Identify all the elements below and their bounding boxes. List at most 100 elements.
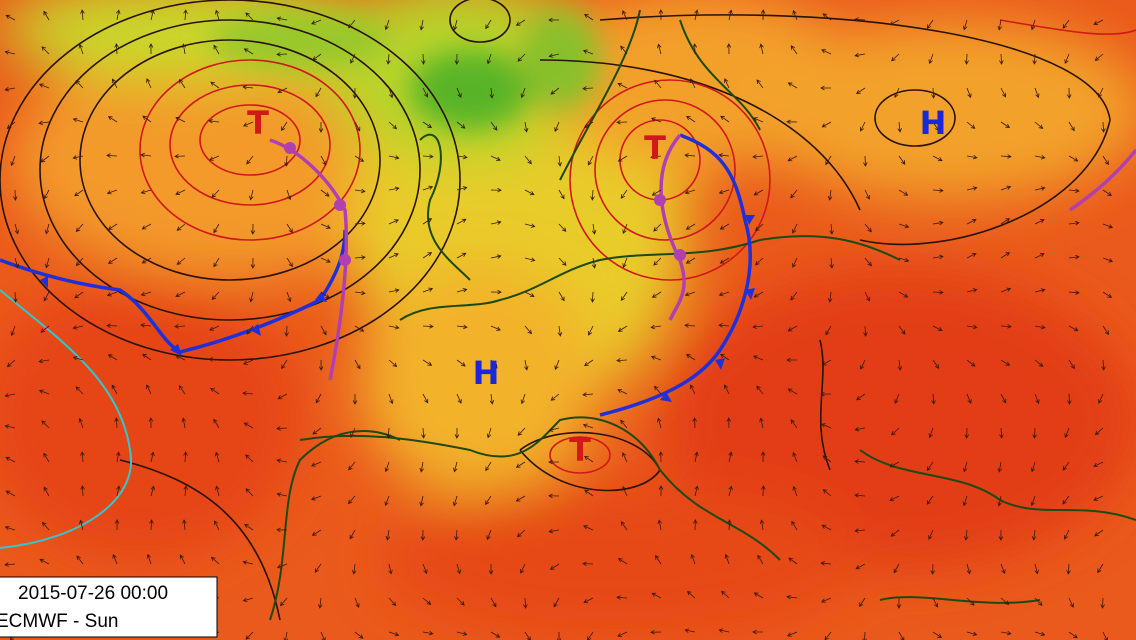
wind-arrow	[622, 452, 628, 463]
wind-arrow	[453, 19, 458, 31]
wind-arrow	[825, 155, 832, 166]
wind-arrow	[284, 155, 289, 167]
wind-arrow	[718, 323, 730, 328]
wind-arrow	[1068, 290, 1080, 295]
wind-arrow	[1064, 529, 1070, 540]
wind-arrow	[558, 189, 565, 200]
wind-arrow	[1064, 53, 1070, 65]
wind-arrow	[38, 83, 50, 89]
wind-arrow	[149, 519, 154, 531]
wind-arrow	[456, 218, 467, 225]
wind-arrow	[524, 359, 529, 371]
wind-arrow	[312, 53, 322, 61]
wind-arrow	[213, 418, 220, 429]
wind-arrow	[1030, 461, 1036, 473]
wind-arrow	[148, 417, 154, 429]
wind-arrow	[242, 597, 254, 603]
wind-arrow	[214, 451, 220, 463]
wind-arrow	[587, 325, 594, 336]
wind-arrow	[727, 519, 732, 531]
wind-arrow	[315, 87, 322, 98]
wind-arrow	[786, 594, 798, 600]
wind-arrow	[582, 561, 594, 567]
wind-arrow	[146, 78, 152, 89]
wind-arrow	[820, 85, 832, 91]
wind-arrow	[210, 81, 220, 89]
wind-arrow	[931, 393, 936, 405]
wind-arrow	[419, 19, 424, 31]
wind-arrow	[4, 50, 16, 55]
wind-arrow	[456, 121, 466, 129]
wind-arrow	[354, 631, 364, 639]
wind-arrow	[1102, 189, 1113, 197]
wind-arrow	[106, 189, 118, 195]
wind-arrow	[1068, 121, 1075, 132]
wind-arrow	[276, 458, 288, 463]
wind-arrow	[718, 291, 730, 297]
wind-arrow	[966, 252, 977, 259]
wind-arrow	[14, 257, 20, 269]
wind-arrow	[388, 325, 400, 330]
wind-arrow	[489, 393, 495, 405]
wind-arrow	[1031, 529, 1037, 541]
wind-arrow	[41, 420, 50, 429]
wind-arrow	[10, 325, 16, 337]
wind-arrow	[516, 529, 526, 538]
wind-arrow	[726, 417, 732, 429]
wind-arrow	[422, 359, 433, 366]
wind-arrow	[183, 9, 188, 21]
wind-arrow	[658, 9, 664, 21]
wind-arrow	[38, 358, 50, 364]
wind-arrow	[385, 529, 391, 541]
wind-arrow	[788, 557, 798, 565]
wind-arrow	[654, 385, 662, 395]
wind-arrow	[928, 53, 934, 65]
wind-arrow	[4, 86, 16, 92]
wind-arrow	[107, 116, 118, 123]
wind-arrow	[718, 189, 730, 195]
wind-arrow	[456, 154, 468, 160]
wind-arrow	[76, 555, 84, 565]
wind-arrow	[684, 189, 696, 195]
wind-arrow	[456, 186, 468, 191]
low-pressure-label: T	[247, 104, 269, 142]
wind-arrow	[213, 223, 220, 234]
wind-arrow	[72, 325, 84, 330]
wind-arrow	[1000, 393, 1007, 404]
wind-arrow	[384, 461, 390, 473]
wind-arrow	[757, 554, 764, 565]
wind-arrow	[692, 43, 698, 55]
wind-arrow	[999, 53, 1004, 65]
high-pressure-label: H	[473, 354, 500, 392]
wind-arrow	[932, 220, 944, 226]
wind-arrow	[894, 87, 900, 98]
wind-arrow	[590, 189, 595, 201]
wind-arrow	[587, 155, 594, 166]
wind-arrow	[315, 393, 322, 404]
wind-arrow	[685, 223, 696, 230]
wind-arrow	[966, 288, 978, 293]
wind-arrow	[854, 528, 866, 533]
wind-arrow	[893, 563, 900, 574]
wind-arrow	[1034, 155, 1046, 160]
wind-arrow	[422, 185, 434, 191]
wind-arrow	[1102, 155, 1109, 166]
wind-arrow	[43, 452, 50, 463]
wind-arrow	[388, 186, 400, 191]
wind-arrow	[1062, 461, 1070, 471]
wind-arrow	[859, 121, 866, 132]
wind-arrow	[276, 52, 288, 57]
wind-arrow	[1034, 359, 1044, 367]
wind-arrow	[320, 189, 330, 197]
wind-arrow	[179, 78, 186, 89]
wind-arrow	[724, 78, 730, 89]
wind-arrow	[422, 597, 432, 605]
wind-arrow	[114, 519, 120, 531]
wind-arrow	[14, 223, 20, 235]
wind-arrow	[821, 121, 832, 128]
wind-arrow	[181, 417, 187, 429]
wind-arrow	[320, 291, 330, 299]
wind-arrow	[554, 359, 560, 371]
wind-arrow	[520, 87, 526, 99]
